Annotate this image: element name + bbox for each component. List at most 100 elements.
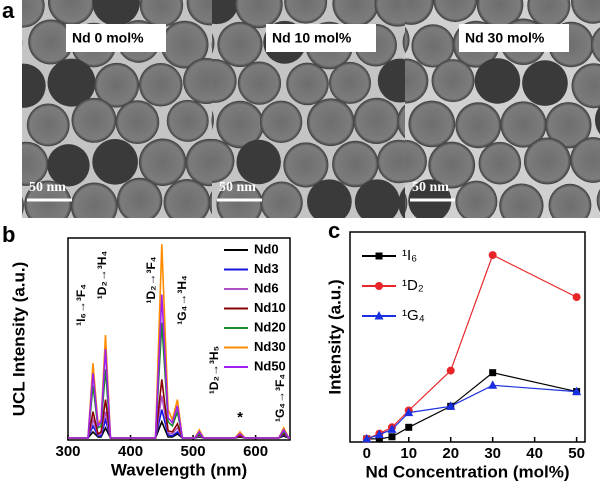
nanoparticle (479, 142, 522, 185)
nanoparticle (408, 101, 455, 148)
x-tick-label: 400 (118, 443, 143, 460)
nanoparticle (27, 104, 70, 147)
nanoparticle (189, 219, 234, 264)
nanoparticle (524, 222, 571, 269)
nanoparticle (260, 182, 302, 224)
x-tick-label: 0 (363, 445, 371, 462)
image-label: Nd 10 mol% (272, 30, 352, 46)
image-label: Nd 0 mol% (72, 30, 144, 46)
tem-images: Nd 0 mol% 50 nm Nd 10 mol% 50 nm Nd 30 mol% 5… (0, 0, 600, 269)
y-axis-label: UCL Intensity (a.u.) (9, 262, 28, 417)
scale-bar-label: 50 nm (219, 180, 256, 195)
image-label: Nd 30 mol% (465, 30, 545, 46)
nanoparticle (52, 221, 96, 265)
nanoparticle (191, 219, 237, 265)
nanoparticle (329, 62, 371, 104)
nanoparticle (455, 181, 497, 223)
nanoparticle (2, 64, 46, 108)
nanoparticle (164, 179, 211, 226)
nanoparticle (475, 58, 521, 104)
legend-marker (376, 253, 383, 260)
nanoparticle (286, 63, 329, 106)
x-tick-label: 30 (484, 445, 501, 462)
legend-label: Nd6 (254, 280, 279, 295)
legend-label: ¹D₂ (402, 277, 424, 294)
nanoparticle (217, 22, 262, 67)
nanoparticle (115, 100, 159, 144)
annotation: ¹D₂→³F₄ (144, 256, 158, 303)
marker (489, 251, 497, 259)
marker (388, 433, 395, 440)
nanoparticle (0, 141, 2, 189)
marker (489, 369, 496, 376)
nanoparticle (117, 178, 162, 223)
series-line (367, 255, 577, 439)
x-tick-label: 50 (568, 445, 585, 462)
annotation: ¹D₂→³H₄ (95, 251, 109, 300)
annotation: ¹G₄→³F₄ (273, 374, 287, 422)
nanoparticle (236, 140, 280, 184)
nanoparticle (433, 221, 479, 267)
nanoparticle (139, 63, 183, 107)
nanoparticle (420, 224, 463, 267)
panel-label: b (2, 222, 15, 247)
annotation: ¹D₂→³H₅ (207, 346, 221, 394)
scale-bar-label: 50 nm (29, 180, 66, 195)
marker (573, 293, 581, 301)
nanoparticle (260, 101, 302, 143)
x-axis-label: Nd Concentration (mol%) (366, 462, 570, 481)
annotation: ¹G₄→³H₄ (175, 275, 189, 325)
legend-label: ¹I₆ (402, 247, 417, 264)
nanoparticle (567, 220, 600, 264)
nanoparticle (167, 100, 209, 142)
nanoparticle (455, 102, 501, 148)
nanoparticle (340, 224, 383, 267)
plot-series (362, 251, 581, 443)
x-tick-label: 300 (55, 443, 80, 460)
nanoparticle (0, 59, 1, 105)
nanoparticle (282, 222, 328, 268)
x-tick-label: 10 (400, 445, 417, 462)
legend-label: Nd50 (254, 358, 286, 373)
nanoparticle (549, 184, 592, 227)
x-tick-label: 600 (243, 443, 268, 460)
legend-label: ¹G₄ (402, 307, 425, 324)
nanoparticle (71, 98, 116, 143)
legend-label: Nd3 (254, 261, 279, 276)
x-tick-label: 40 (526, 445, 543, 462)
legend-label: Nd0 (254, 241, 279, 256)
nanoparticle (524, 138, 571, 185)
scale-bar-label: 50 nm (412, 180, 449, 195)
marker (405, 424, 412, 431)
nanoparticle (283, 142, 328, 187)
nanoparticle (353, 98, 399, 144)
nanoparticle (238, 61, 281, 104)
series-line (367, 373, 577, 439)
y-axis-label: Intensity (a.u.) (325, 279, 344, 394)
plot-frame (350, 232, 585, 442)
nanoparticle (0, 99, 21, 141)
legend-label: Nd30 (254, 339, 286, 354)
series-line (367, 385, 577, 439)
legend-label: Nd20 (254, 319, 286, 334)
panel-label: c (328, 218, 340, 243)
marker (488, 380, 497, 389)
marker (447, 367, 455, 375)
nanoparticle (71, 182, 118, 229)
x-tick-label: 500 (181, 443, 206, 460)
annotation: ¹I₆→³F₄ (74, 284, 88, 326)
nanoparticle (475, 222, 523, 270)
nanoparticle (355, 179, 400, 224)
nanoparticle (307, 98, 355, 146)
nanoparticle (499, 183, 543, 227)
panel-label: a (2, 0, 15, 23)
x-tick-label: 20 (442, 445, 459, 462)
nanoparticle (432, 59, 475, 102)
legend-label: Nd10 (254, 300, 286, 315)
nanoparticle (92, 139, 138, 185)
nanoparticle (0, 20, 22, 66)
annotation: * (237, 409, 243, 426)
x-axis-label: Wavelength (nm) (111, 460, 247, 479)
nanoparticle (522, 60, 568, 106)
